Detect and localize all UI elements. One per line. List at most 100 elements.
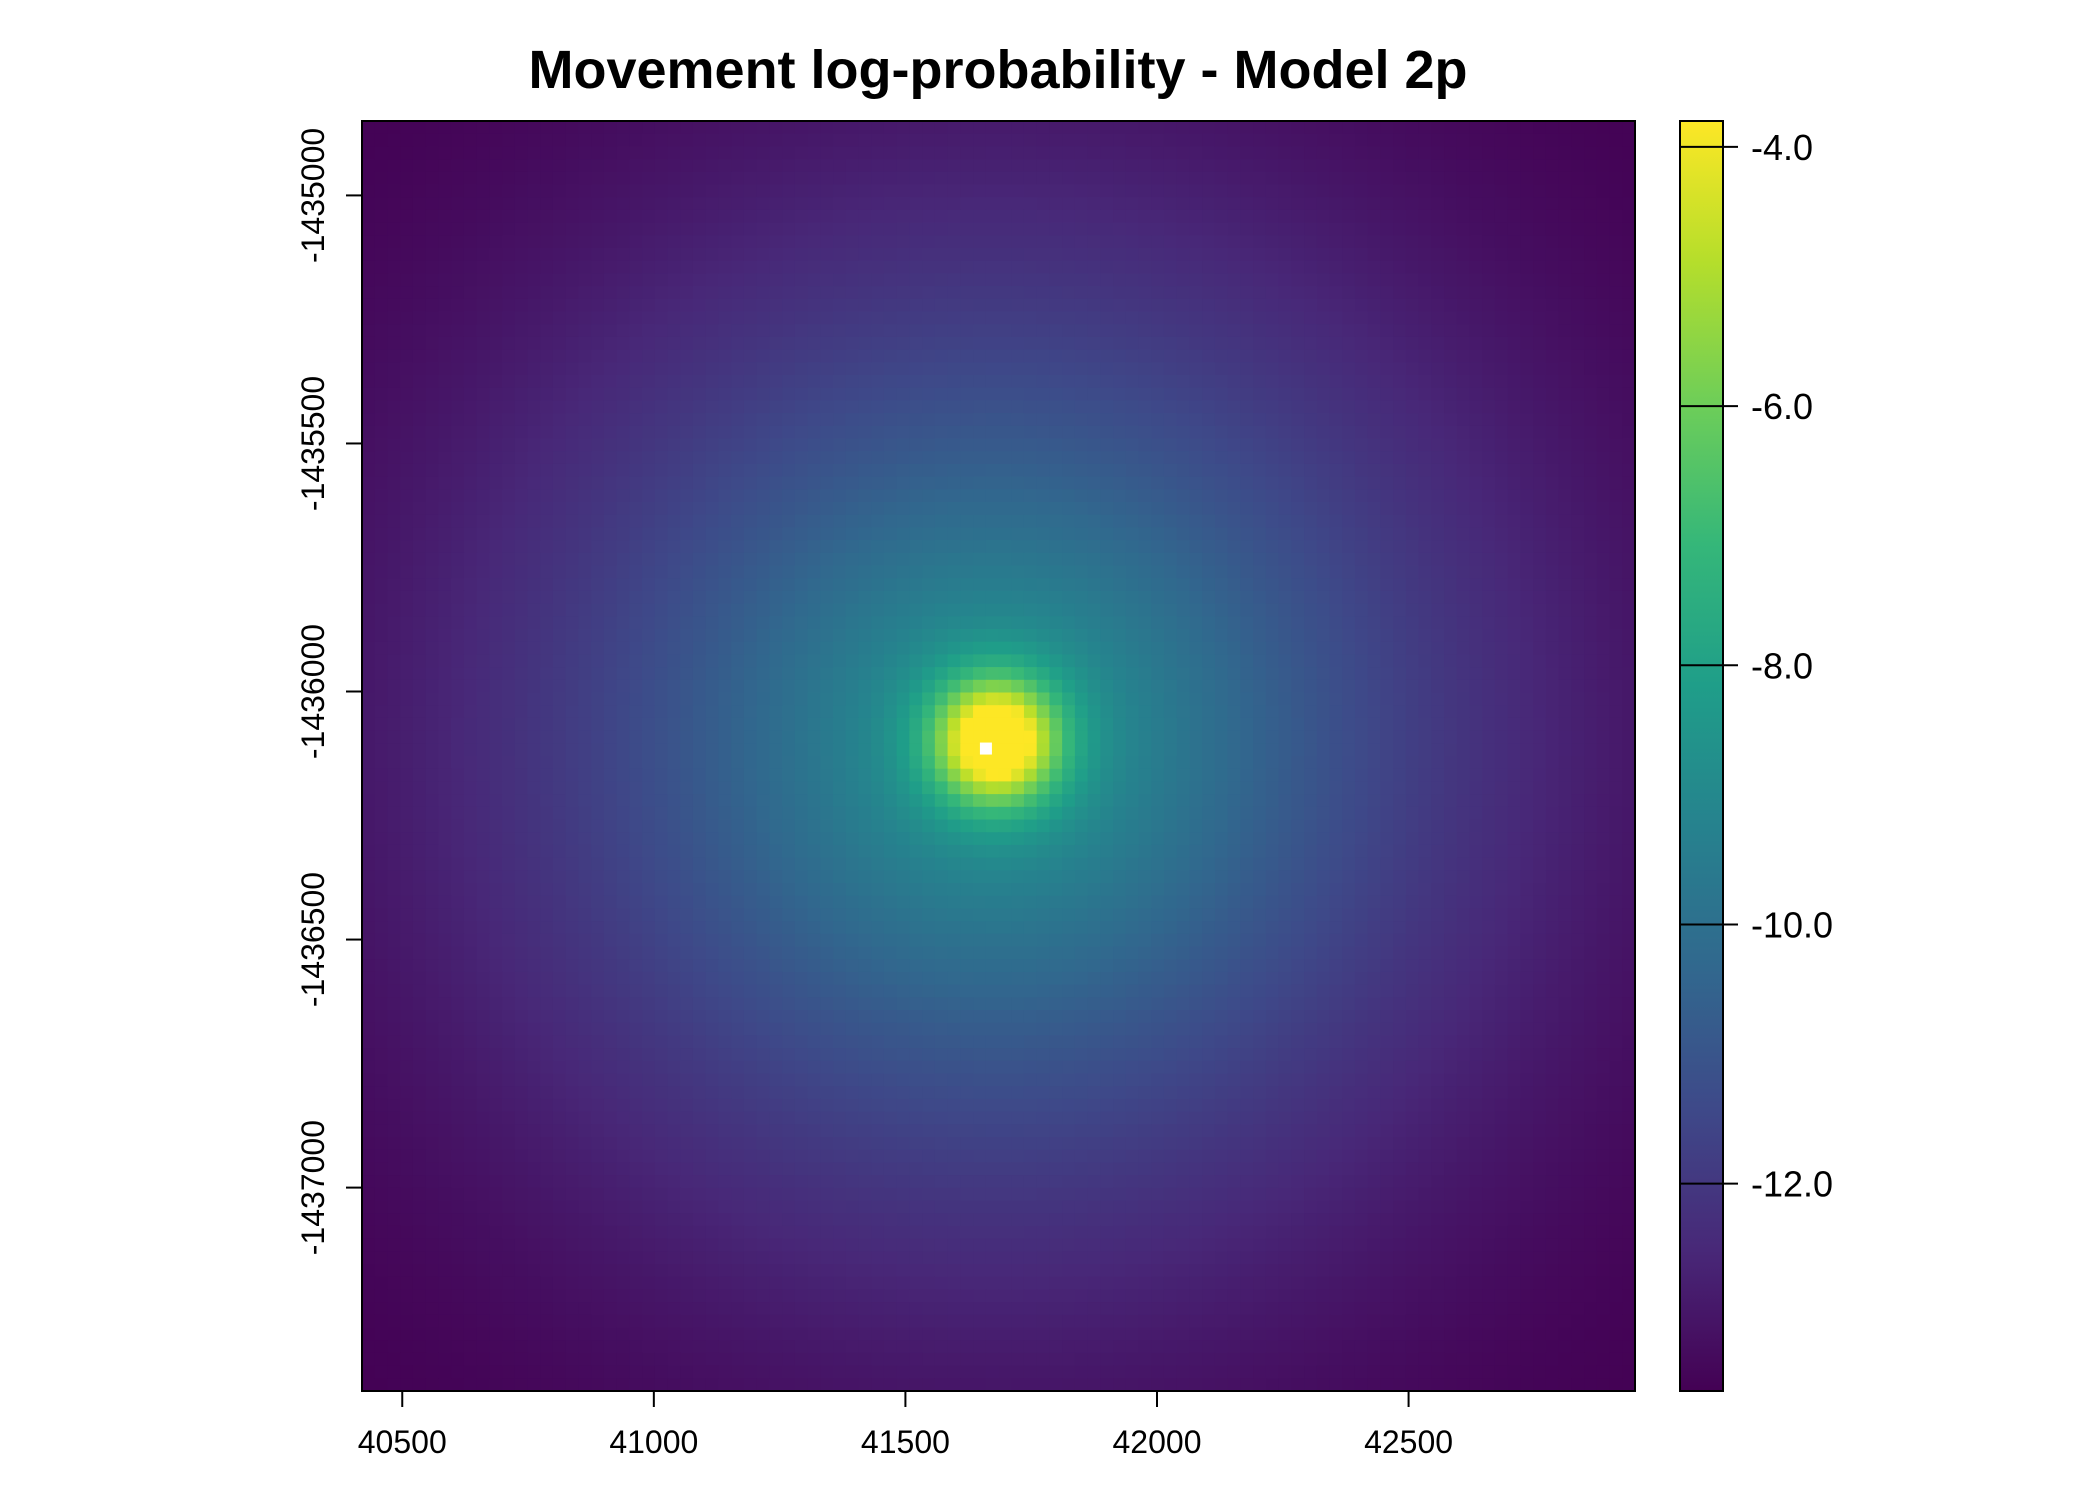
heatmap-cell bbox=[1163, 679, 1178, 694]
heatmap-cell bbox=[629, 248, 643, 262]
heatmap-cell bbox=[540, 527, 554, 541]
heatmap-cell bbox=[807, 184, 821, 198]
heatmap-cell bbox=[1494, 362, 1509, 376]
heatmap-cell bbox=[1214, 616, 1229, 630]
heatmap-cell bbox=[807, 273, 821, 287]
heatmap-cell bbox=[1367, 248, 1381, 262]
heatmap-cell bbox=[1380, 146, 1394, 160]
heatmap-cell bbox=[1596, 121, 1611, 135]
heatmap-cell bbox=[1456, 375, 1471, 389]
heatmap-cell bbox=[1418, 603, 1432, 617]
heatmap-cell bbox=[1494, 425, 1509, 440]
heatmap-cell bbox=[616, 222, 630, 236]
heatmap-cell bbox=[769, 222, 783, 236]
heatmap-cell bbox=[400, 629, 414, 643]
heatmap-cell bbox=[374, 705, 389, 719]
heatmap-cell bbox=[387, 641, 401, 655]
heatmap-cell bbox=[514, 349, 529, 363]
heatmap-cell bbox=[769, 654, 783, 668]
heatmap-cell bbox=[654, 425, 669, 440]
heatmap-cell bbox=[1444, 565, 1458, 579]
heatmap-cell bbox=[565, 209, 580, 224]
heatmap-cell bbox=[1074, 654, 1089, 668]
heatmap-cell bbox=[1380, 133, 1394, 147]
heatmap-cell bbox=[1354, 311, 1369, 325]
heatmap-cell bbox=[1342, 527, 1356, 541]
heatmap-cell bbox=[1087, 502, 1101, 516]
heatmap-cell bbox=[858, 463, 872, 478]
heatmap-cell bbox=[616, 578, 630, 592]
heatmap-cell bbox=[1571, 222, 1585, 236]
heatmap-cell bbox=[743, 400, 758, 414]
heatmap-cell bbox=[680, 717, 694, 732]
heatmap-cell bbox=[463, 463, 478, 478]
heatmap-cell bbox=[807, 489, 821, 503]
heatmap-cell bbox=[1354, 616, 1369, 630]
heatmap-cell bbox=[1138, 273, 1152, 287]
heatmap-cell bbox=[1176, 616, 1191, 630]
heatmap-cell bbox=[743, 641, 758, 655]
heatmap-cell bbox=[922, 121, 936, 135]
heatmap-cell bbox=[1189, 629, 1203, 643]
heatmap-cell bbox=[654, 705, 669, 719]
heatmap-cell bbox=[654, 336, 669, 351]
heatmap-cell bbox=[1354, 527, 1369, 541]
heatmap-cell bbox=[718, 667, 732, 681]
heatmap-cell bbox=[1545, 222, 1560, 236]
heatmap-cell bbox=[616, 286, 630, 300]
heatmap-cell bbox=[1036, 400, 1051, 414]
heatmap-cell bbox=[616, 248, 630, 262]
heatmap-cell bbox=[362, 502, 376, 516]
heatmap-cell bbox=[540, 514, 554, 528]
heatmap-cell bbox=[692, 451, 707, 465]
heatmap-cell bbox=[527, 578, 541, 592]
heatmap-cell bbox=[1520, 451, 1534, 465]
heatmap-cell bbox=[1329, 324, 1343, 338]
heatmap-cell bbox=[756, 692, 770, 706]
heatmap-cell bbox=[1596, 425, 1611, 440]
heatmap-cell bbox=[654, 590, 669, 605]
heatmap-cell bbox=[871, 133, 885, 147]
heatmap-cell bbox=[1074, 527, 1089, 541]
heatmap-cell bbox=[833, 133, 847, 147]
heatmap-cell bbox=[1304, 565, 1318, 579]
heatmap-cell bbox=[1367, 451, 1381, 465]
heatmap-cell bbox=[833, 235, 847, 249]
heatmap-cell bbox=[909, 336, 923, 351]
heatmap-cell bbox=[998, 590, 1012, 605]
heatmap-cell bbox=[387, 717, 401, 732]
heatmap-cell bbox=[922, 451, 936, 465]
heatmap-cell bbox=[1584, 375, 1598, 389]
heatmap-cell bbox=[1507, 413, 1522, 427]
heatmap-cell bbox=[412, 387, 427, 401]
heatmap-cell bbox=[1062, 324, 1076, 338]
heatmap-cell bbox=[896, 692, 910, 706]
heatmap-cell bbox=[743, 565, 758, 579]
heatmap-cell bbox=[1023, 502, 1038, 516]
heatmap-cell bbox=[718, 159, 732, 173]
heatmap-cell bbox=[565, 514, 580, 528]
heatmap-cell bbox=[1545, 362, 1560, 376]
heatmap-cell bbox=[1176, 133, 1191, 147]
heatmap-cell bbox=[374, 603, 389, 617]
heatmap-cell bbox=[1520, 336, 1534, 351]
heatmap-cell bbox=[934, 171, 949, 186]
heatmap-cell bbox=[743, 438, 758, 452]
heatmap-cell bbox=[552, 692, 567, 706]
heatmap-cell bbox=[425, 121, 439, 135]
heatmap-cell bbox=[1316, 171, 1331, 186]
heatmap-cell bbox=[1304, 248, 1318, 262]
heatmap-cell bbox=[769, 413, 783, 427]
heatmap-cell bbox=[1278, 235, 1292, 249]
heatmap-cell bbox=[642, 438, 656, 452]
heatmap-cell bbox=[438, 209, 452, 224]
heatmap-cell bbox=[1163, 184, 1178, 198]
heatmap-cell bbox=[1456, 413, 1471, 427]
heatmap-cell bbox=[1163, 616, 1178, 630]
heatmap-cell bbox=[667, 667, 681, 681]
heatmap-cell bbox=[1189, 362, 1203, 376]
heatmap-cell bbox=[527, 565, 541, 579]
heatmap-cell bbox=[502, 121, 516, 135]
heatmap-cell bbox=[489, 336, 503, 351]
heatmap-cell bbox=[1304, 400, 1318, 414]
